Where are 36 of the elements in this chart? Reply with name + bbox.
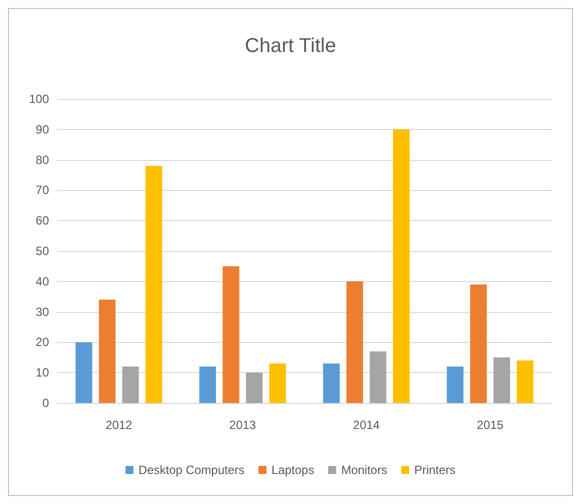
bar [199,366,216,403]
x-tick-label: 2012 [106,418,133,432]
x-tick-label: 2013 [229,418,256,432]
bar [269,363,286,403]
bar [470,284,487,403]
bar [393,129,410,403]
legend-label: Laptops [271,463,314,477]
y-tick-label: 0 [42,396,50,410]
legend-label: Printers [414,463,456,477]
y-tick-label: 30 [36,304,50,319]
bar [346,281,364,403]
chart-title: Chart Title [244,35,336,57]
bar [516,360,534,403]
y-tick-label: 70 [36,183,50,198]
y-tick-label: 60 [36,214,50,228]
y-tick-label: 50 [36,244,50,258]
legend-label: Monitors [341,463,388,477]
bar [76,342,92,403]
bar [323,363,340,403]
y-tick-label: 20 [36,335,50,350]
bar [98,300,116,403]
bar [146,166,162,403]
x-tick-label: 2014 [353,418,380,432]
legend-label: Desktop Computers [138,463,244,477]
y-tick-label: 100 [28,92,50,106]
bar [222,266,240,403]
y-tick-label: 90 [36,122,50,136]
y-tick-label: 80 [36,152,50,167]
x-tick-label: 2015 [476,418,504,432]
bar [122,366,139,403]
bar [370,351,386,403]
bar [446,366,464,403]
y-tick-label: 10 [36,366,50,380]
y-tick-label: 40 [36,274,50,288]
bar [246,372,263,403]
bar [493,357,510,403]
